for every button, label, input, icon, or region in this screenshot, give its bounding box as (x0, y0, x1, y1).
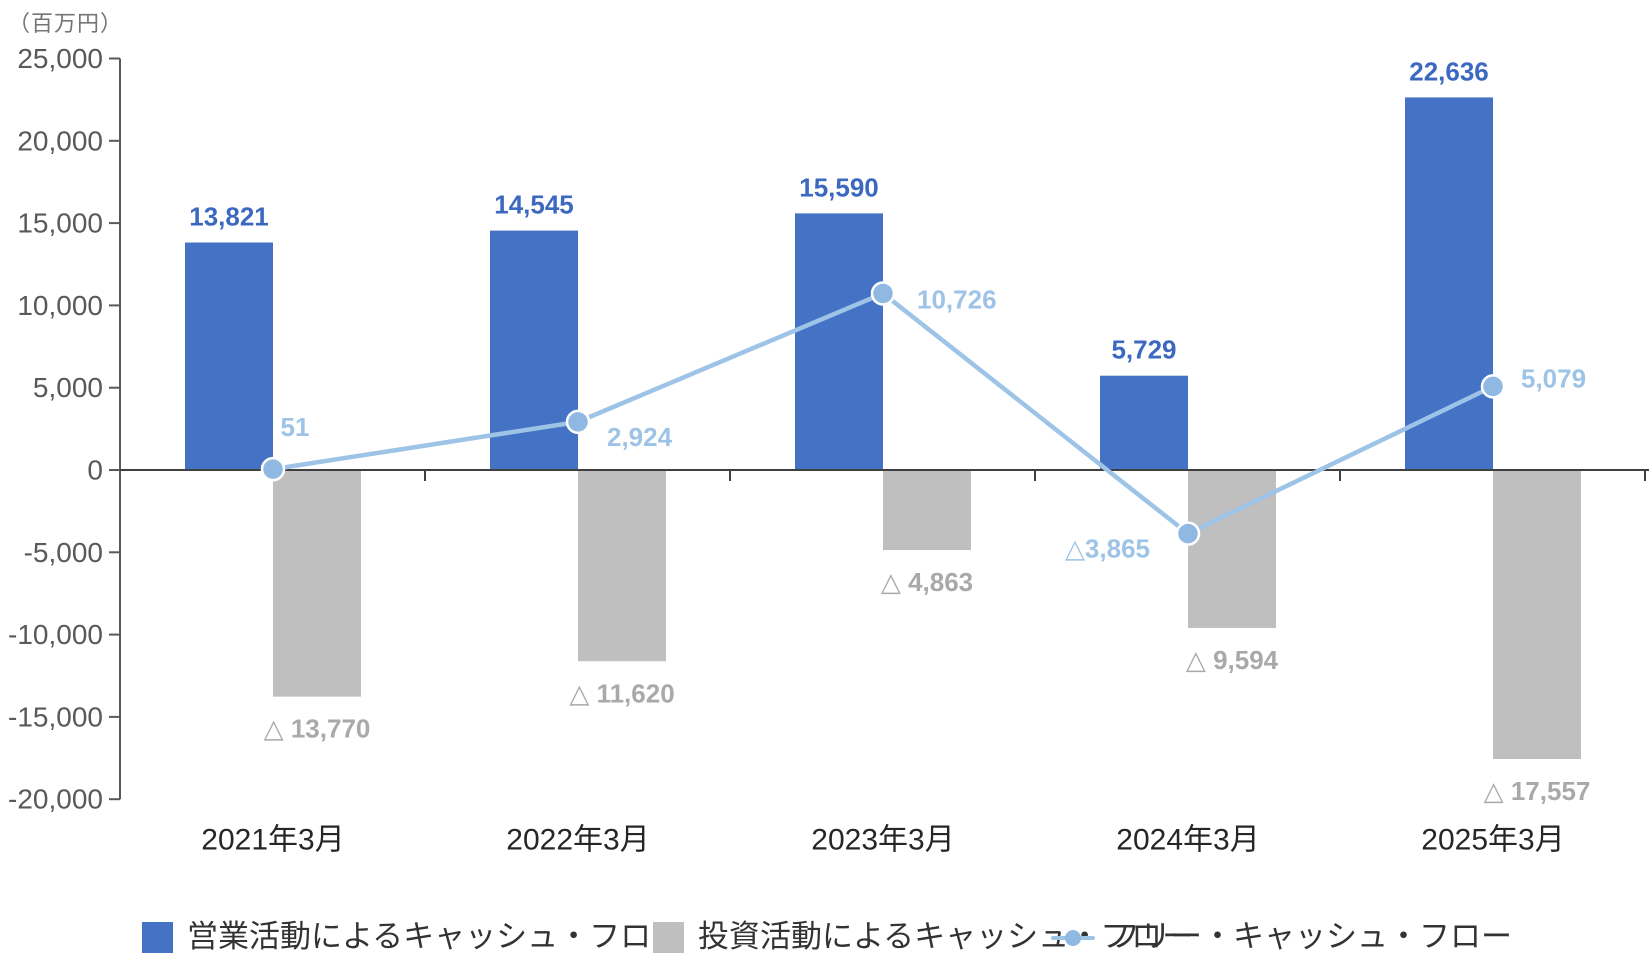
free-cf-marker-2022年3月 (565, 409, 591, 435)
data-label-operating: 15,590 (799, 172, 879, 202)
x-axis-category-label: 2024年3月 (1116, 824, 1259, 857)
data-label-operating: 5,729 (1111, 335, 1176, 365)
legend-label-free-cf: フリー・キャッシュ・フロー (1109, 919, 1512, 954)
data-label-free-cf: 5,079 (1521, 363, 1586, 393)
bar-operating-2024年3月 (1100, 375, 1188, 470)
y-axis-unit-label: （百万円） (8, 11, 124, 36)
bar-operating-2021年3月 (185, 242, 273, 470)
x-axis-category-label: 2022年3月 (506, 824, 649, 857)
x-axis-category-label: 2021年3月 (201, 824, 344, 857)
operating-cf-swatch-icon (142, 921, 173, 953)
free-cf-marker-2024年3月 (1175, 521, 1201, 546)
legend-item-operating-cf: 営業活動によるキャッシュ・フロー (142, 919, 682, 955)
free-cf-marker-2021年3月 (260, 456, 286, 482)
y-axis-tick-label: 5,000 (33, 372, 103, 403)
y-axis-tick-label: 10,000 (17, 290, 103, 321)
x-axis-category-label: 2023年3月 (811, 824, 954, 857)
y-axis-tick-label: 0 (87, 455, 103, 486)
y-axis-tick-label: 25,000 (17, 43, 103, 74)
y-axis-tick-label: -5,000 (24, 537, 103, 568)
bar-investing-2025年3月 (1493, 470, 1581, 759)
y-axis-tick-label: 15,000 (17, 208, 103, 239)
data-label-operating: 13,821 (189, 202, 269, 232)
data-label-free-cf: 10,726 (917, 284, 997, 314)
bar-investing-2024年3月 (1188, 470, 1276, 628)
data-label-free-cf: 2,924 (607, 422, 673, 452)
legend-label-investing-cf: 投資活動によるキャッシュ・フロー (698, 919, 1194, 954)
bar-operating-2023年3月 (795, 213, 883, 470)
y-axis-tick-label: 20,000 (17, 125, 103, 156)
bar-operating-2025年3月 (1405, 97, 1493, 470)
y-axis-tick-label: -10,000 (8, 619, 103, 650)
data-label-operating: 22,636 (1409, 56, 1489, 86)
data-label-operating: 14,545 (494, 190, 574, 220)
data-label-investing: △ 4,863 (881, 567, 973, 597)
data-label-investing: △ 13,770 (264, 714, 371, 744)
data-label-investing: △ 11,620 (569, 678, 674, 708)
data-label-free-cf: 51 (281, 412, 310, 442)
free-cf-marker-2025年3月 (1480, 374, 1506, 399)
investing-cf-swatch-icon (653, 921, 684, 953)
free-cf-marker-2023年3月 (870, 281, 896, 306)
y-axis-tick-label: -20,000 (8, 784, 103, 815)
legend-item-investing-cf: 投資活動によるキャッシュ・フロー (653, 919, 1193, 955)
x-axis-category-label: 2025年3月 (1421, 824, 1564, 857)
data-label-investing: △ 17,557 (1484, 776, 1591, 806)
data-label-free-cf: △3,865 (1065, 534, 1150, 564)
data-label-investing: △ 9,594 (1186, 645, 1279, 675)
bar-investing-2021年3月 (273, 470, 361, 697)
legend-item-free-cf: フリー・キャッシュ・フロー (1051, 919, 1512, 955)
bar-investing-2022年3月 (578, 470, 666, 662)
free-cf-line-marker-icon (1051, 922, 1095, 953)
legend-label-operating-cf: 営業活動によるキャッシュ・フロー (187, 919, 683, 954)
bar-investing-2023年3月 (883, 470, 971, 551)
y-axis-tick-label: -15,000 (8, 701, 103, 732)
